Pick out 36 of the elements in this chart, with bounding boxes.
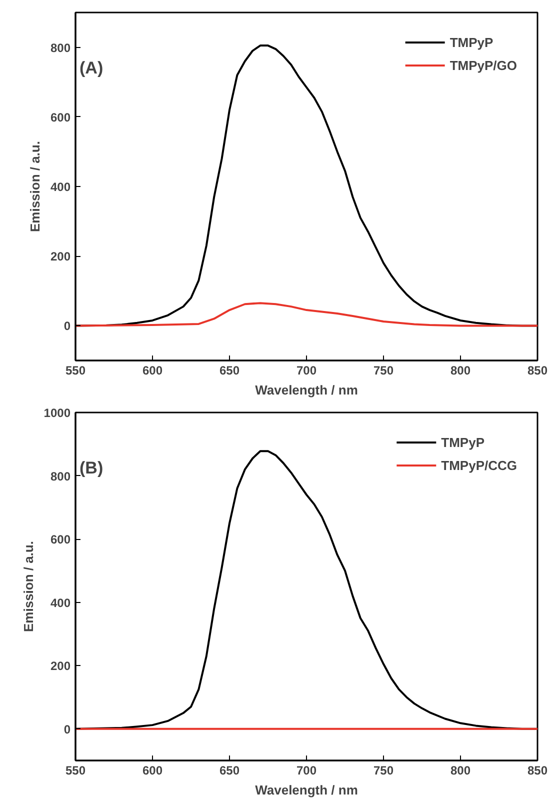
y-tick-label: 600 xyxy=(50,532,71,547)
x-tick-label: 650 xyxy=(219,364,240,378)
x-tick-label: 650 xyxy=(219,764,240,778)
x-tick-label: 850 xyxy=(527,364,548,378)
x-tick-label: 800 xyxy=(450,364,471,378)
y-tick-label: 200 xyxy=(50,250,71,264)
y-axis-title: Emission / a.u. xyxy=(20,540,36,632)
x-tick-label: 750 xyxy=(373,364,394,378)
legend-label: TMPyP xyxy=(441,434,484,450)
y-tick-label: 0 xyxy=(64,319,71,334)
legend-label: TMPyP/GO xyxy=(450,58,517,72)
y-tick-label: 0 xyxy=(64,722,71,736)
line-series xyxy=(76,302,538,327)
y-tick-label: 800 xyxy=(50,40,71,55)
x-tick-label: 600 xyxy=(142,764,163,778)
legend-label: TMPyP/CCG xyxy=(441,458,517,472)
x-tick-label: 550 xyxy=(65,764,86,778)
x-tick-label: 800 xyxy=(450,764,471,778)
y-tick-label: 800 xyxy=(50,469,71,484)
x-axis-title: Wavelength / nm xyxy=(255,382,358,398)
x-axis-title: Wavelength / nm xyxy=(255,782,358,798)
x-tick-label: 550 xyxy=(65,364,86,378)
x-tick-label: 700 xyxy=(296,764,317,778)
y-tick-label: 400 xyxy=(50,596,71,610)
annotation: (B) xyxy=(80,458,104,478)
x-tick-label: 750 xyxy=(373,764,394,778)
y-tick-label: 400 xyxy=(50,180,71,194)
x-tick-label: 850 xyxy=(527,764,548,778)
y-tick-label: 1000 xyxy=(44,406,71,420)
legend-label: TMPyP xyxy=(450,34,494,50)
x-tick-label: 700 xyxy=(296,364,317,378)
x-tick-label: 600 xyxy=(142,364,163,378)
y-tick-label: 600 xyxy=(50,110,71,124)
annotation: (A) xyxy=(80,58,104,78)
y-tick-label: 200 xyxy=(50,659,71,674)
y-axis-title: Emission / a.u. xyxy=(27,140,42,232)
